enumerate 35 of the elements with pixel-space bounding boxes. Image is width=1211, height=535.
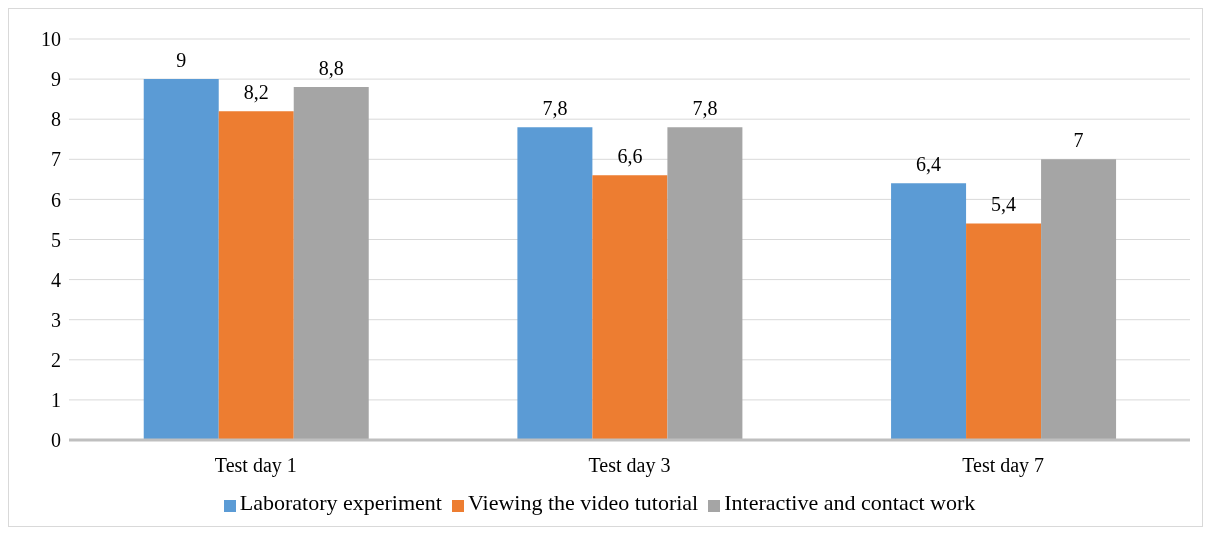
y-tick-label: 4 xyxy=(51,268,61,291)
data-label: 9 xyxy=(176,49,187,72)
y-tick-label: 2 xyxy=(51,348,61,371)
data-label: 5,4 xyxy=(991,193,1017,216)
x-tick-label: Test day 7 xyxy=(962,454,1045,478)
bar xyxy=(667,127,743,440)
bar xyxy=(1041,159,1117,440)
data-label: 7 xyxy=(1073,129,1084,152)
bar xyxy=(592,175,668,440)
x-tick-label: Test day 1 xyxy=(214,454,297,478)
data-label: 8,8 xyxy=(318,57,344,80)
y-tick-label: 10 xyxy=(41,28,61,51)
y-tick-label: 9 xyxy=(51,68,61,91)
data-label: 6,4 xyxy=(916,153,942,176)
bar xyxy=(966,223,1042,440)
bar xyxy=(218,111,294,440)
bar xyxy=(293,87,369,440)
data-label: 7,8 xyxy=(542,97,568,120)
y-tick-label: 8 xyxy=(51,108,61,131)
data-label: 6,6 xyxy=(617,145,643,168)
x-tick-label: Test day 3 xyxy=(588,454,671,478)
data-label: 8,2 xyxy=(243,81,269,104)
y-tick-label: 5 xyxy=(51,228,61,251)
y-tick-label: 7 xyxy=(51,148,61,171)
y-tick-label: 1 xyxy=(51,389,61,411)
y-tick-label: 3 xyxy=(51,308,61,331)
legend-label: Viewing the video tutorial xyxy=(467,490,699,515)
legend-label: Laboratory experiment xyxy=(239,490,442,515)
y-tick-label: 6 xyxy=(51,188,61,211)
bar xyxy=(891,183,967,440)
legend-label: Interactive and contact work xyxy=(724,490,976,515)
data-label: 7,8 xyxy=(692,97,718,120)
bar xyxy=(143,79,219,440)
bar xyxy=(517,127,593,440)
y-tick-label: 0 xyxy=(51,429,61,452)
